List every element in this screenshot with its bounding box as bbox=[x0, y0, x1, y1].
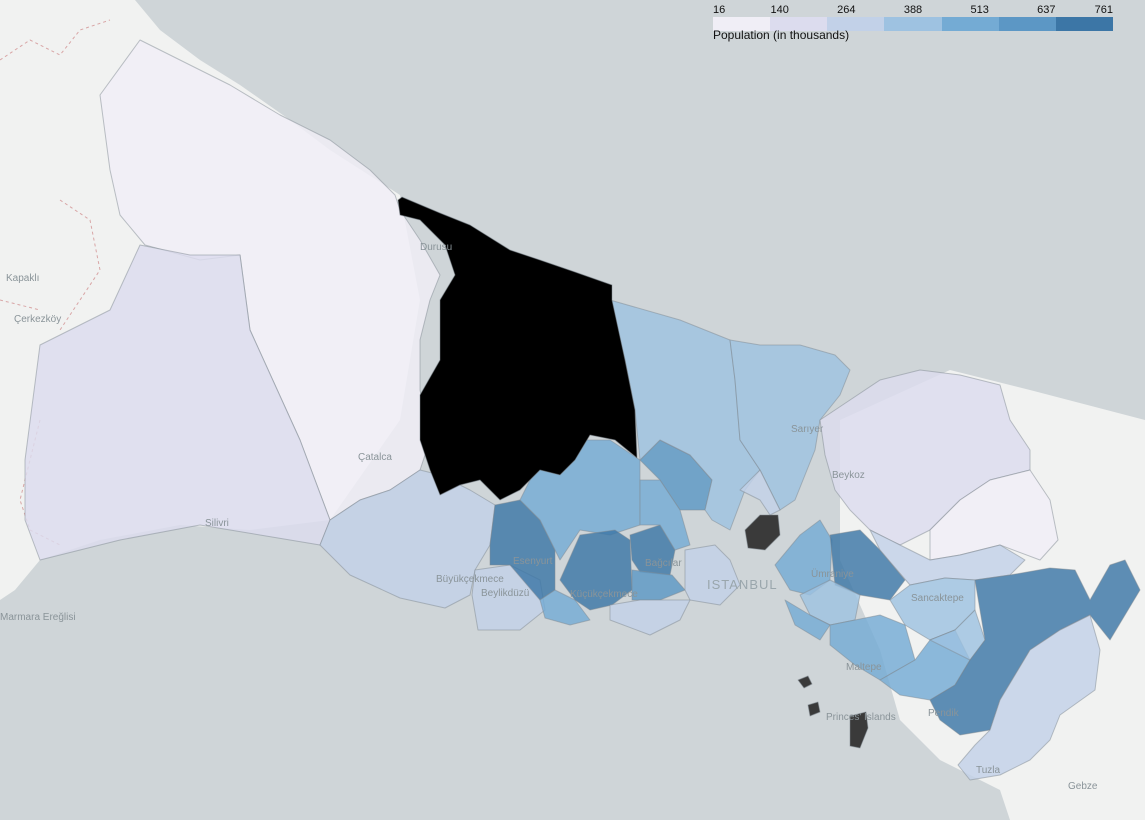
legend-tick-label: 388 bbox=[903, 4, 923, 16]
place-label-umraniye: Ümraniye bbox=[811, 568, 854, 580]
district-fatih-area[interactable] bbox=[684, 544, 741, 606]
district-besiktas[interactable] bbox=[744, 514, 781, 551]
district-bahcelievler[interactable] bbox=[631, 569, 686, 601]
place-label-kapakli: Kapaklı bbox=[6, 273, 39, 284]
legend-swatch bbox=[884, 17, 942, 31]
district-kadikoy[interactable] bbox=[784, 599, 831, 641]
district-uskudar[interactable] bbox=[774, 519, 833, 596]
districts-layer bbox=[24, 39, 1141, 781]
place-label-princes-islands: Princes' Islands bbox=[826, 712, 896, 723]
legend-swatch bbox=[941, 17, 999, 31]
place-label-sariyer: Sarıyer bbox=[791, 424, 824, 435]
legend-swatch bbox=[827, 17, 885, 31]
district-avcilar[interactable] bbox=[539, 589, 591, 626]
place-label-pendik: Pendik bbox=[928, 708, 960, 719]
district-tuzla[interactable] bbox=[957, 614, 1101, 781]
legend-swatch bbox=[1055, 17, 1113, 31]
district-sisli[interactable] bbox=[739, 469, 781, 516]
legend-swatch bbox=[998, 17, 1056, 31]
district-adalar-2[interactable] bbox=[807, 701, 821, 717]
legend-tick-label: 637 bbox=[1037, 4, 1056, 16]
district-cekmekoy[interactable] bbox=[869, 529, 1026, 586]
district-arnavutkoy[interactable] bbox=[397, 196, 638, 501]
legend-title: Population (in thousands) bbox=[713, 28, 850, 42]
place-label-catalca: Çatalca bbox=[358, 452, 392, 463]
place-label-maltepe: Maltepe bbox=[846, 662, 882, 673]
place-label-beylikduzu: Beylikdüzü bbox=[481, 588, 529, 599]
place-labels: Kapaklı Çerkezköy Çatalca Silivri Durusu… bbox=[0, 242, 1098, 792]
place-label-buyukcekmece: Büyükçekmece bbox=[436, 574, 504, 585]
district-adalar-1[interactable] bbox=[797, 675, 813, 689]
legend-tick-label: 264 bbox=[837, 4, 856, 16]
place-label-esenyurt: Esenyurt bbox=[513, 556, 553, 567]
place-label-tuzla: Tuzla bbox=[976, 765, 1001, 776]
place-label-silivri: Silivri bbox=[205, 518, 229, 529]
district-sariyer[interactable] bbox=[729, 339, 851, 511]
legend-tick-label: 16 bbox=[713, 4, 726, 16]
district-gaziosmanpasa[interactable] bbox=[639, 479, 691, 551]
district-sultanbeyli[interactable] bbox=[929, 609, 986, 661]
legend-swatch bbox=[770, 17, 828, 31]
place-label-bagcilar: Bağcılar bbox=[645, 558, 682, 569]
basemap-land-south bbox=[1020, 770, 1145, 820]
place-label-marmara-ereglisi: Marmara Ereğlisi bbox=[0, 612, 76, 623]
place-label-cerkezkoy: Çerkezköy bbox=[14, 314, 61, 325]
place-label-sancaktepe: Sancaktepe bbox=[911, 593, 964, 604]
place-label-gebze: Gebze bbox=[1068, 781, 1098, 792]
legend-tick-label: 140 bbox=[770, 4, 789, 16]
place-label-kucukcekmece: Küçükçekmece bbox=[570, 589, 638, 600]
legend-tick-label: 513 bbox=[970, 4, 989, 16]
district-zeytinburnu[interactable] bbox=[609, 599, 691, 636]
color-legend: 16 140 264 388 513 637 761 Population (in thou… bbox=[713, 4, 1113, 44]
legend-tick-label: 761 bbox=[1094, 4, 1113, 16]
place-label-beykoz: Beykoz bbox=[832, 470, 865, 481]
district-adalar-3[interactable] bbox=[849, 711, 869, 749]
place-label-istanbul: ISTANBUL bbox=[707, 577, 778, 592]
place-label-durusu: Durusu bbox=[420, 242, 452, 253]
legend-swatch bbox=[713, 17, 771, 31]
legend-color-bar bbox=[713, 17, 1113, 31]
